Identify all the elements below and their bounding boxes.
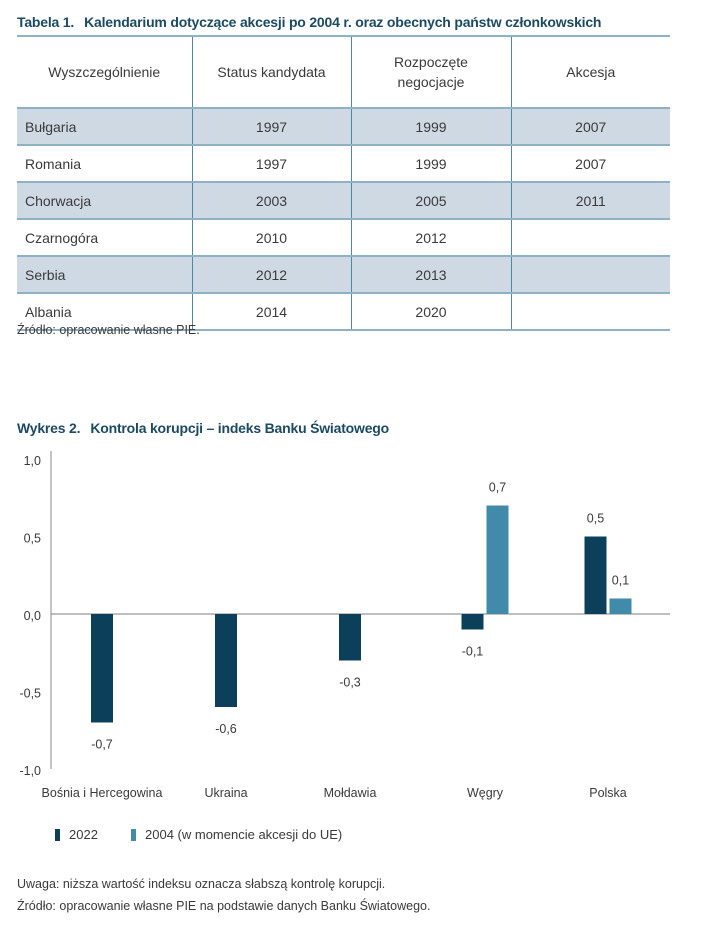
year-cell	[510, 219, 670, 256]
x-tick-label: Węgry	[467, 786, 504, 800]
legend-item-2004: 2004 (w momencie akcesji do UE)	[131, 827, 342, 842]
year-cell: 2020	[350, 293, 512, 330]
bar-2022	[461, 614, 484, 630]
header-cell: Status kandydata	[191, 36, 352, 108]
year-cell: 1999	[350, 108, 512, 145]
bar-2004	[486, 505, 509, 614]
table-row: Bułgaria 1997 1999 2007	[17, 108, 670, 145]
accession-table: Wyszczególnienie Status kandydata Rozpoc…	[17, 35, 670, 331]
data-label: 0,5	[587, 512, 604, 526]
country-cell: Czarnogóra	[17, 219, 193, 256]
chart-number: Wykres 2.	[17, 420, 81, 436]
year-cell: 2013	[350, 256, 512, 293]
y-tick-label: 0,5	[24, 532, 41, 546]
y-tick-label: 0,0	[24, 609, 41, 623]
header-cell-text: Rozpoczęte negocjacje	[394, 54, 468, 90]
table-row: Czarnogóra 2010 2012	[17, 219, 670, 256]
table-title: Tabela 1. Kalendarium dotyczące akcesji p…	[17, 14, 601, 30]
data-label: 0,7	[489, 481, 506, 495]
year-cell: 2007	[510, 108, 670, 145]
bar-2022	[339, 614, 361, 661]
bar-2022	[584, 536, 607, 614]
table-source: Źródło: opracowanie własne PIE.	[17, 323, 200, 337]
year-cell: 2007	[510, 145, 670, 182]
chart-source: Źródło: opracowanie własne PIE na podsta…	[17, 899, 431, 913]
bar-2004	[609, 598, 632, 614]
data-label: -0,7	[91, 738, 113, 752]
accession-table-container: Wyszczególnienie Status kandydata Rozpoc…	[17, 35, 670, 331]
legend-label: 2004 (w momencie akcesji do UE)	[145, 827, 343, 842]
x-tick-label: Mołdawia	[324, 786, 377, 800]
data-label: 0,1	[612, 574, 629, 588]
table-row: Chorwacja 2003 2005 2011	[17, 182, 670, 219]
year-cell: 2012	[350, 219, 512, 256]
chart-note: Uwaga: niższa wartość indeksu oznacza sł…	[17, 877, 386, 891]
table-header-row: Wyszczególnienie Status kandydata Rozpoc…	[17, 36, 670, 108]
legend-label: 2022	[69, 827, 98, 842]
table-number: Tabela 1.	[17, 14, 75, 30]
x-tick-label: Polska	[589, 786, 627, 800]
table-row: Serbia 2012 2013	[17, 256, 670, 293]
x-tick-label: Bośnia i Hercegowina	[42, 786, 163, 800]
year-cell: 1997	[191, 145, 352, 182]
year-cell: 2010	[191, 219, 352, 256]
data-label: -0,3	[339, 676, 361, 690]
year-cell	[510, 256, 670, 293]
x-tick-label: Ukraina	[204, 786, 247, 800]
year-cell	[510, 293, 670, 330]
year-cell: 2003	[191, 182, 352, 219]
chart-title-text: Kontrola korupcji – indeks Banku Światow…	[90, 420, 390, 436]
year-cell: 2005	[350, 182, 512, 219]
bar-2022	[91, 614, 113, 723]
country-cell: Chorwacja	[17, 182, 193, 219]
table-row: Romania 1997 1999 2007	[17, 145, 670, 182]
year-cell: 1997	[191, 108, 352, 145]
header-cell: Akcesja	[510, 36, 670, 108]
legend-swatch-2022	[55, 828, 60, 841]
data-label: -0,1	[462, 645, 484, 659]
country-cell: Albania	[17, 293, 193, 330]
year-cell: 2014	[191, 293, 352, 330]
y-tick-label: 1,0	[24, 454, 41, 468]
table-row: Albania 2014 2020	[17, 293, 670, 330]
legend-swatch-2004	[131, 828, 136, 841]
year-cell: 1999	[350, 145, 512, 182]
header-cell: Rozpoczęte negocjacje	[350, 36, 512, 108]
bar-chart: 1,0 0,5 0,0 -0,5 -1,0 -0,7 Bośnia i Hercegowin…	[19, 451, 670, 800]
data-label: -0,6	[215, 722, 237, 736]
legend-item-2022: 2022	[55, 827, 98, 842]
country-cell: Romania	[17, 145, 193, 182]
y-tick-label: -1,0	[19, 764, 41, 778]
bar-2022	[215, 614, 237, 707]
year-cell: 2012	[191, 256, 352, 293]
y-tick-label: -0,5	[19, 687, 41, 701]
country-cell: Serbia	[17, 256, 193, 293]
header-cell: Wyszczególnienie	[17, 36, 193, 108]
table-title-text: Kalendarium dotyczące akcesji po 2004 r.…	[84, 14, 602, 30]
country-cell: Bułgaria	[17, 108, 193, 145]
year-cell: 2011	[510, 182, 670, 219]
chart-title: Wykres 2. Kontrola korupcji – indeks Bank…	[17, 420, 389, 436]
